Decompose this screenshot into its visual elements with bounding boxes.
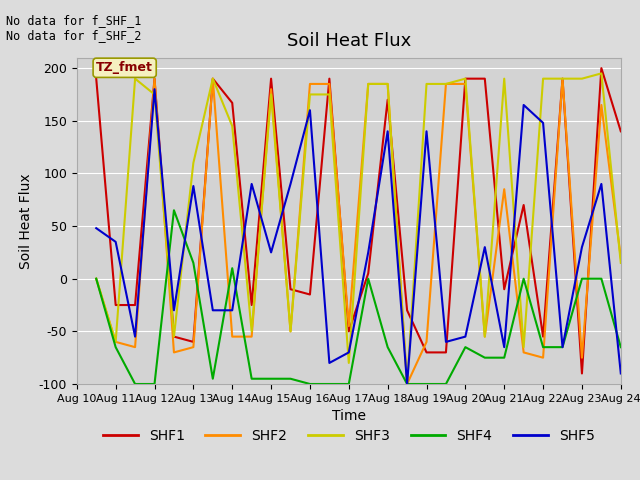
- X-axis label: Time: Time: [332, 409, 366, 423]
- Title: Soil Heat Flux: Soil Heat Flux: [287, 33, 411, 50]
- Legend: SHF1, SHF2, SHF3, SHF4, SHF5: SHF1, SHF2, SHF3, SHF4, SHF5: [97, 424, 600, 449]
- Text: TZ_fmet: TZ_fmet: [96, 61, 153, 74]
- Text: No data for f_SHF_1
No data for f_SHF_2: No data for f_SHF_1 No data for f_SHF_2: [6, 14, 142, 42]
- Y-axis label: Soil Heat Flux: Soil Heat Flux: [19, 173, 33, 269]
